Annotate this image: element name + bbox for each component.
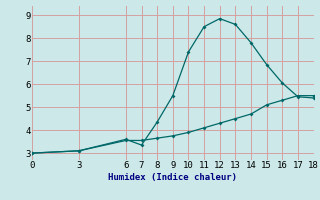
X-axis label: Humidex (Indice chaleur): Humidex (Indice chaleur)	[108, 173, 237, 182]
